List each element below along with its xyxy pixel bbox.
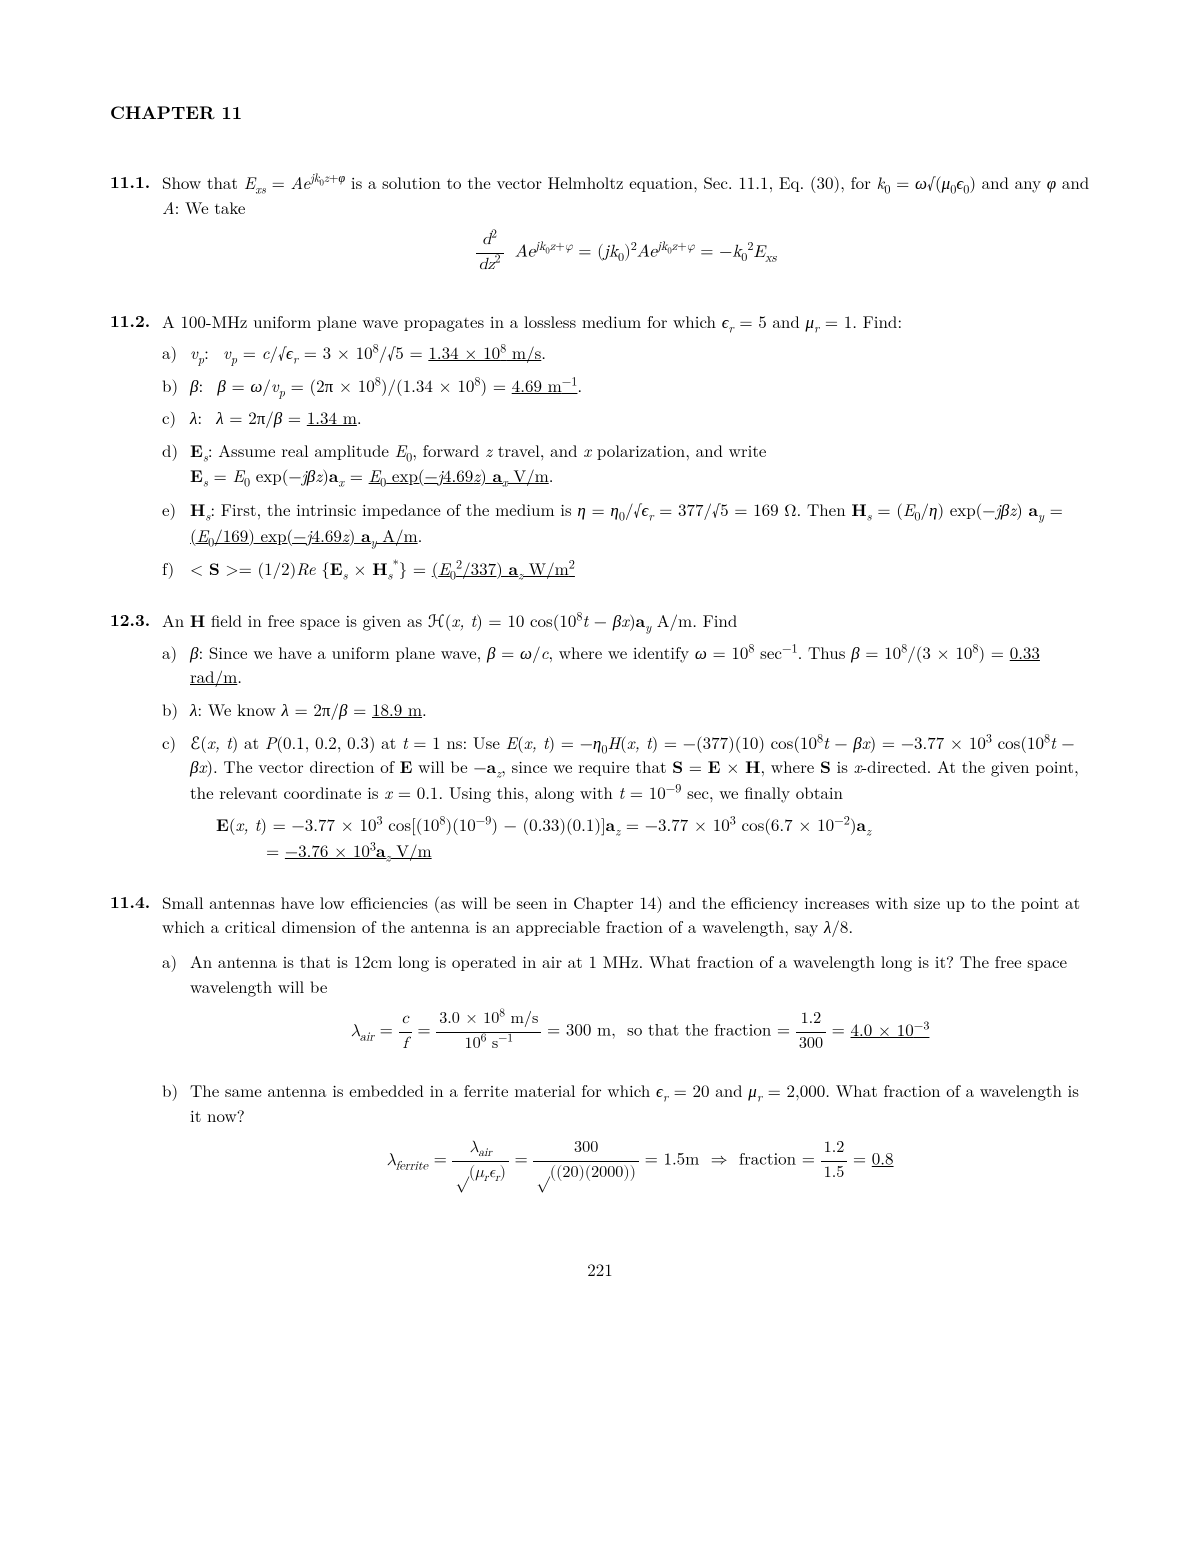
sub-item-b: b) The same antenna is embedded in a fer… — [162, 1078, 1090, 1199]
sub-body: The same antenna is embedded in a ferrit… — [190, 1078, 1090, 1199]
sub-label: c) — [162, 730, 190, 864]
sub-item-c: c) ℰ(x, t) at P(0.1, 0.2, 0.3) at t = 1 … — [162, 730, 1090, 864]
sub-body: An antenna is that is 12cm long is opera… — [190, 949, 1090, 1070]
problem-body: A 100-MHz uniform plane wave propagates … — [162, 309, 1090, 590]
text: Small antennas have low efficiencies (as… — [162, 890, 1080, 939]
sub-label: c) — [162, 405, 190, 430]
sub-item-a: a) vp: vp = c/√ϵr = 3 × 108/√5 = 1.34 × … — [162, 340, 1090, 365]
sub-label: f) — [162, 556, 190, 582]
sub-body: < S >= (1/2)Re {Es × Hs*} = (E02/337) az… — [190, 556, 1090, 582]
text: A 100-MHz uniform plane wave propagates … — [162, 309, 902, 333]
sub-body: vp: vp = c/√ϵr = 3 × 108/√5 = 1.34 × 108… — [190, 340, 1090, 365]
sub-body: Hs: First, the intrinsic impedance of th… — [190, 497, 1090, 548]
problem-body: Show that Exs = Aejk0z+φ is a solution t… — [162, 170, 1090, 291]
sub-item-f: f) < S >= (1/2)Re {Es × Hs*} = (E02/337)… — [162, 556, 1090, 582]
sub-body: β: β = ω/vp = (2π × 108)/(1.34 × 108) = … — [190, 373, 1090, 398]
equation-display: λferrite = λair√(μrϵr) = 300√((20)(2000)… — [190, 1137, 1090, 1185]
sub-item-e: e) Hs: First, the intrinsic impedance of… — [162, 497, 1090, 548]
sub-label: b) — [162, 1078, 190, 1199]
sub-item-a: a) An antenna is that is 12cm long is op… — [162, 949, 1090, 1070]
problem-number: 11.1. — [110, 170, 162, 291]
equation-display: d2dz2 Aejk0z+φ = (jk0)2Aejk0z+φ = −k02Ex… — [162, 229, 1090, 277]
sub-label: d) — [162, 438, 190, 489]
page-number: 221 — [110, 1257, 1090, 1282]
sub-body: β: Since we have a uniform plane wave, β… — [190, 640, 1090, 689]
sub-label: a) — [162, 640, 190, 689]
sub-item-c: c) λ: λ = 2π/β = 1.34 m. — [162, 405, 1090, 430]
problem-11-1: 11.1. Show that Exs = Aejk0z+φ is a solu… — [110, 170, 1090, 291]
sub-item-a: a) β: Since we have a uniform plane wave… — [162, 640, 1090, 689]
sub-body: Es: Assume real amplitude E0, forward z … — [190, 438, 1090, 489]
equation-lines: E(x, t) = −3.77 × 103 cos[(108)(10−9) − … — [216, 812, 1090, 863]
problem-number: 11.4. — [110, 890, 162, 1208]
problem-body: An H field in free space is given as ℋ(x… — [162, 608, 1090, 872]
sub-body: λ: λ = 2π/β = 1.34 m. — [190, 405, 1090, 430]
sub-list: a) vp: vp = c/√ϵr = 3 × 108/√5 = 1.34 × … — [162, 340, 1090, 582]
equation-display: λair = cf = 3.0 × 108 m/s106 s−1 = 300 m… — [190, 1008, 1090, 1056]
sub-item-b: b) β: β = ω/vp = (2π × 108)/(1.34 × 108)… — [162, 373, 1090, 398]
sub-item-b: b) λ: We know λ = 2π/β = 18.9 m. — [162, 697, 1090, 722]
chapter-title: CHAPTER 11 — [110, 100, 1090, 126]
problem-11-4: 11.4. Small antennas have low efficienci… — [110, 890, 1090, 1208]
sub-label: a) — [162, 949, 190, 1070]
problem-body: Small antennas have low efficiencies (as… — [162, 890, 1090, 1208]
problem-number: 12.3. — [110, 608, 162, 872]
sub-item-d: d) Es: Assume real amplitude E0, forward… — [162, 438, 1090, 489]
sub-label: b) — [162, 373, 190, 398]
text: An H field in free space is given as ℋ(x… — [162, 608, 737, 632]
sub-list: a) An antenna is that is 12cm long is op… — [162, 949, 1090, 1199]
problem-11-2: 11.2. A 100-MHz uniform plane wave propa… — [110, 309, 1090, 590]
sub-body: λ: We know λ = 2π/β = 18.9 m. — [190, 697, 1090, 722]
sub-label: b) — [162, 697, 190, 722]
text: Show that Exs = Aejk0z+φ is a solution t… — [162, 170, 1089, 219]
problem-12-3: 12.3. An H field in free space is given … — [110, 608, 1090, 872]
sub-list: a) β: Since we have a uniform plane wave… — [162, 640, 1090, 864]
sub-label: a) — [162, 340, 190, 365]
sub-body: ℰ(x, t) at P(0.1, 0.2, 0.3) at t = 1 ns:… — [190, 730, 1090, 864]
problem-number: 11.2. — [110, 309, 162, 590]
sub-label: e) — [162, 497, 190, 548]
